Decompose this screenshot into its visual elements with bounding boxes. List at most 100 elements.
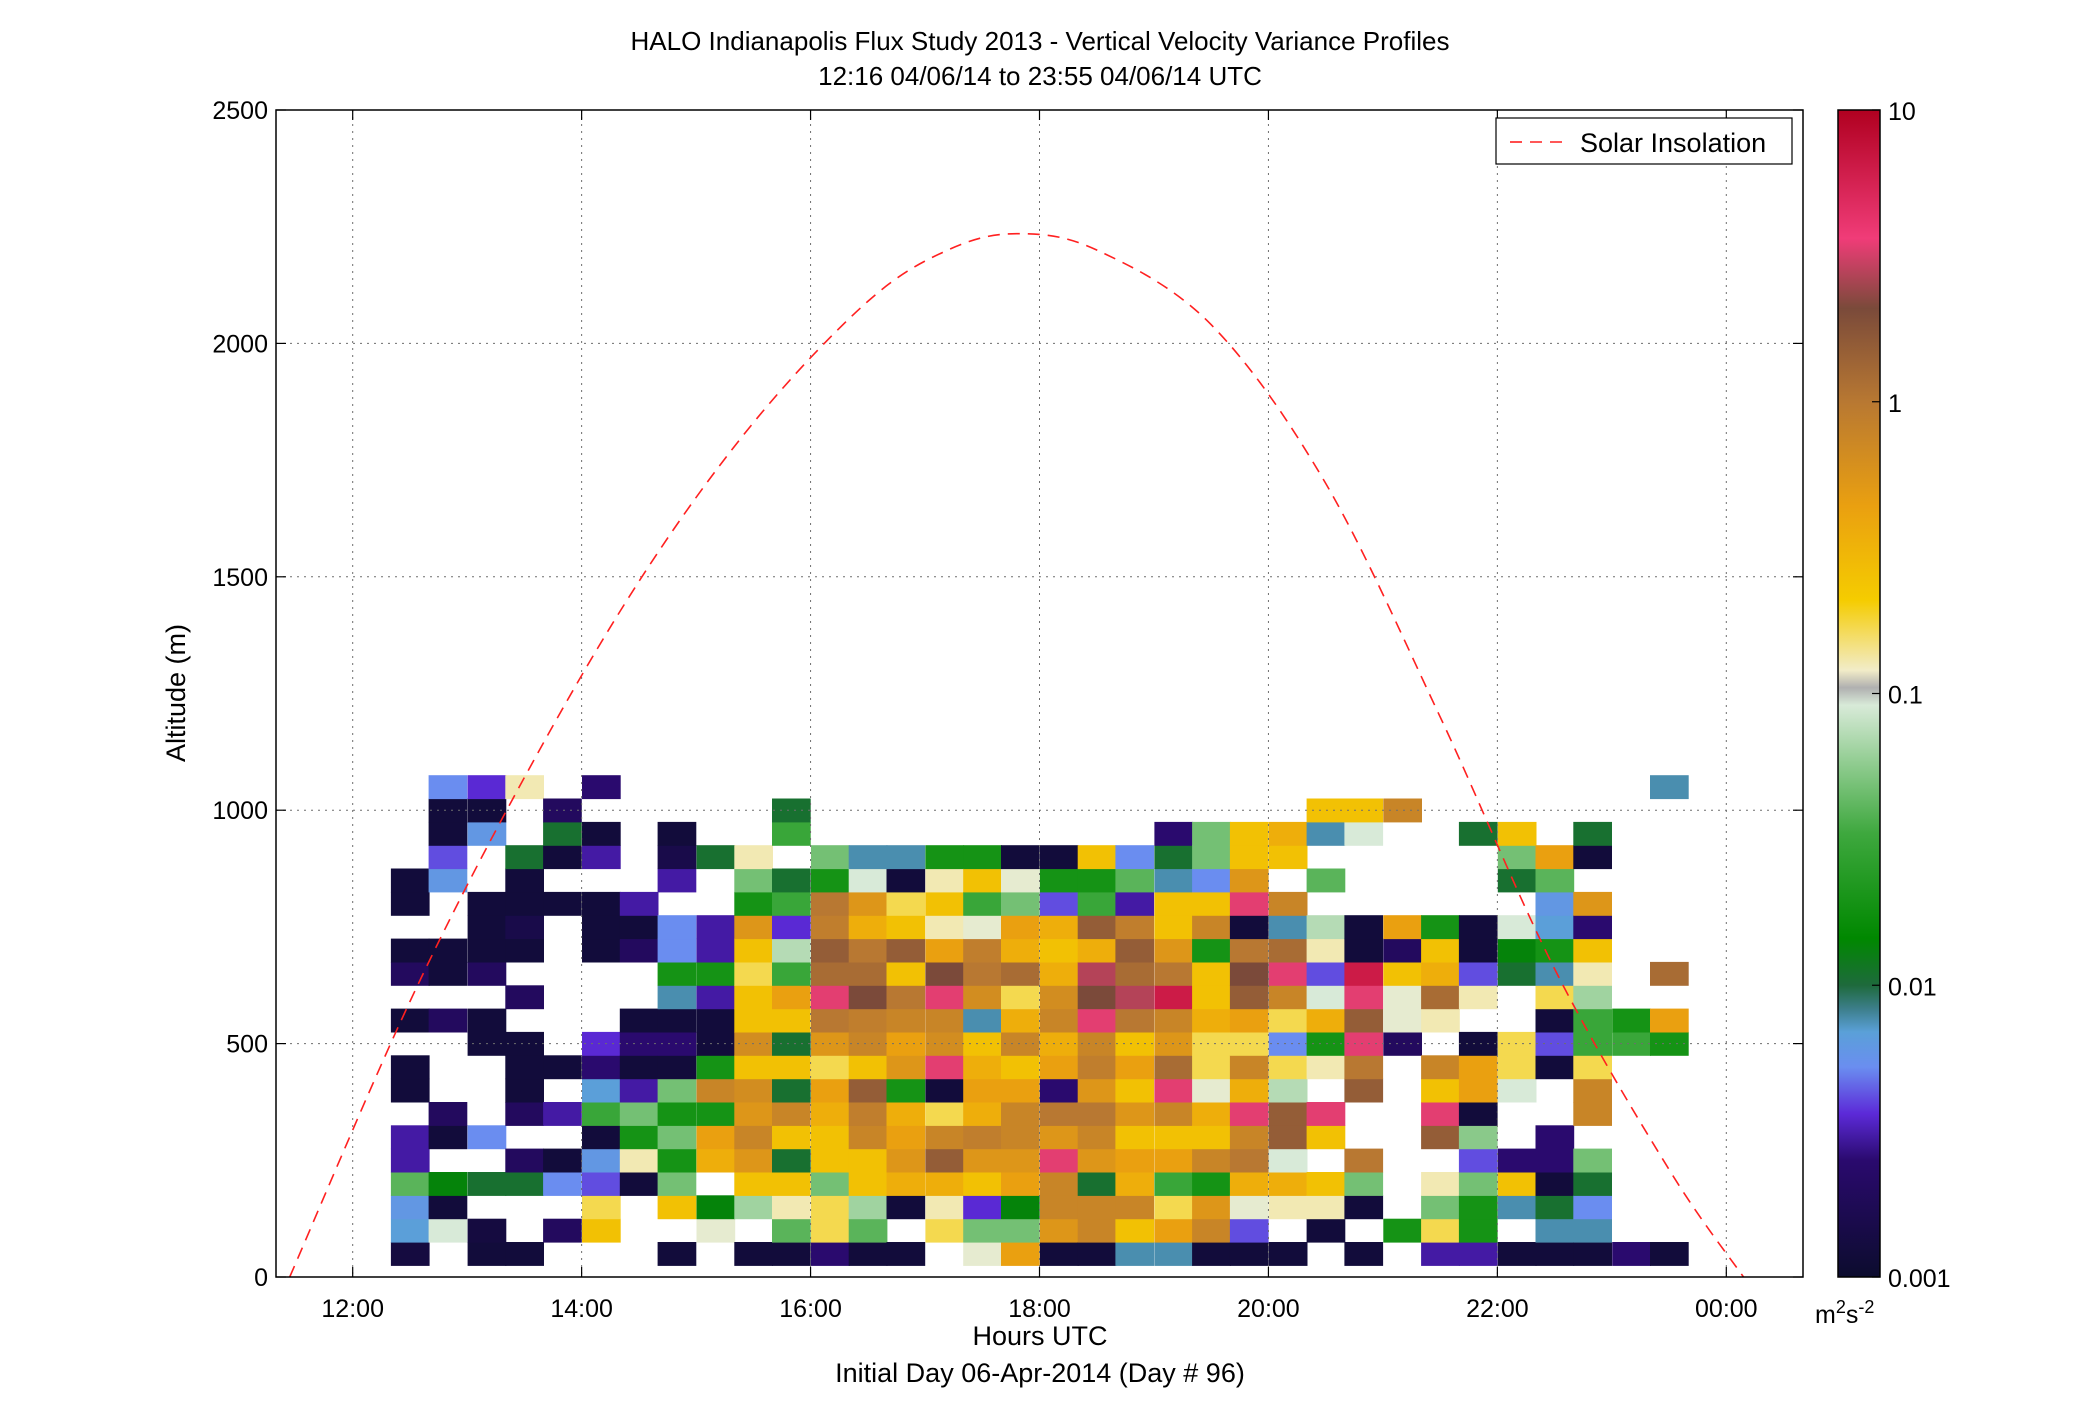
variance-cell: [582, 845, 621, 870]
variance-cell: [1535, 938, 1575, 963]
variance-cell: [1039, 1148, 1079, 1173]
variance-cell: [582, 821, 621, 846]
variance-cell: [1001, 1218, 1040, 1243]
variance-cell: [925, 915, 965, 940]
variance-cell: [1268, 1031, 1308, 1056]
variance-cell: [390, 1078, 430, 1103]
plot-area: 12:00 14:00 16:00 18:00 20:00 22:00 00:00 0 500…: [212, 97, 1804, 1323]
variance-cell: [1115, 961, 1155, 986]
variance-cell: [1154, 1242, 1194, 1266]
variance-cell: [1268, 1008, 1308, 1033]
variance-cell: [1306, 938, 1346, 963]
variance-cell: [1077, 1195, 1117, 1220]
variance-cell: [1229, 1172, 1269, 1196]
variance-cell: [1383, 915, 1422, 940]
variance-cell: [963, 1008, 1002, 1033]
variance-cell: [657, 1102, 697, 1126]
variance-cell: [1421, 1242, 1460, 1266]
variance-cell: [1154, 938, 1194, 963]
variance-cell: [1458, 1102, 1498, 1126]
variance-cell: [963, 1102, 1002, 1126]
variance-cell: [1115, 1218, 1155, 1243]
variance-cell: [772, 1172, 811, 1196]
variance-cell: [1421, 1125, 1460, 1150]
variance-cell: [1497, 1195, 1537, 1220]
variance-cell: [1192, 1172, 1231, 1196]
variance-cell: [1573, 1195, 1612, 1220]
variance-cell: [1229, 1008, 1269, 1033]
variance-cell: [543, 821, 582, 846]
variance-cell: [1229, 985, 1269, 1010]
variance-cell: [1306, 1008, 1346, 1033]
variance-cell: [963, 1055, 1002, 1080]
variance-cell: [1154, 845, 1194, 870]
variance-cell: [1573, 821, 1612, 846]
variance-cell: [1039, 1078, 1079, 1103]
x-tick-label: 16:00: [779, 1295, 842, 1323]
variance-cell: [772, 1102, 811, 1126]
variance-cell: [1229, 938, 1269, 963]
variance-cell: [1077, 845, 1117, 870]
variance-cell: [1268, 938, 1308, 963]
variance-cell: [696, 1102, 736, 1126]
variance-cell: [1192, 1055, 1231, 1080]
variance-cell: [1650, 775, 1689, 800]
variance-cell: [582, 1078, 621, 1103]
variance-cell: [467, 1172, 507, 1196]
variance-cell: [1421, 961, 1460, 986]
variance-cell: [390, 1055, 430, 1080]
y-tick-label: 2500: [212, 97, 268, 125]
variance-cell: [1229, 845, 1269, 870]
variance-cell: [1497, 1242, 1537, 1266]
variance-cell: [1229, 821, 1269, 846]
variance-cell: [428, 1172, 468, 1196]
variance-cell: [1039, 985, 1079, 1010]
colorbar-units-base: m: [1815, 1301, 1836, 1329]
variance-cell: [1421, 1078, 1460, 1103]
colorbar-tick-label: 1: [1888, 390, 1902, 418]
colorbar-ticks: 0.001 0.01 0.1 1 10: [1872, 98, 1951, 1293]
variance-cell: [1497, 1031, 1537, 1056]
variance-cell: [963, 938, 1002, 963]
variance-cell: [390, 1218, 430, 1243]
variance-cell: [1001, 1195, 1040, 1220]
variance-cell: [1077, 1172, 1117, 1196]
variance-cell: [1001, 985, 1040, 1010]
variance-cell: [963, 1148, 1002, 1173]
variance-cell: [582, 1195, 621, 1220]
variance-cell: [1344, 1195, 1384, 1220]
variance-cell: [1458, 1031, 1498, 1056]
variance-cell: [1039, 1172, 1079, 1196]
variance-cell: [657, 1008, 697, 1033]
variance-cell: [505, 891, 544, 916]
variance-cell: [1192, 961, 1231, 986]
variance-cell: [1535, 1242, 1575, 1266]
variance-cell: [1458, 1195, 1498, 1220]
variance-cell: [848, 1008, 888, 1033]
variance-cell: [582, 891, 621, 916]
variance-cell: [963, 1125, 1002, 1150]
variance-cell: [1039, 891, 1079, 916]
variance-cell: [1001, 961, 1040, 986]
variance-cell: [925, 868, 965, 893]
variance-cell: [1001, 1031, 1040, 1056]
variance-cell: [657, 1055, 697, 1080]
variance-cell: [1192, 1102, 1231, 1126]
variance-cell: [1115, 985, 1155, 1010]
variance-cell: [582, 1055, 621, 1080]
variance-cell: [1192, 1125, 1231, 1150]
variance-cell: [1077, 868, 1117, 893]
variance-cell: [772, 938, 811, 963]
variance-cell: [811, 1055, 850, 1080]
variance-cell: [963, 1218, 1002, 1243]
variance-cell: [1573, 1148, 1612, 1173]
variance-cell: [811, 891, 850, 916]
variance-cell: [1344, 821, 1384, 846]
variance-cell: [1421, 1055, 1460, 1080]
colorbar-units-exp1: 2: [1836, 1297, 1846, 1317]
variance-cell: [1115, 845, 1155, 870]
variance-cell: [390, 1148, 430, 1173]
variance-cell: [925, 1125, 965, 1150]
variance-cell: [1306, 1102, 1346, 1126]
variance-cell: [1535, 915, 1575, 940]
